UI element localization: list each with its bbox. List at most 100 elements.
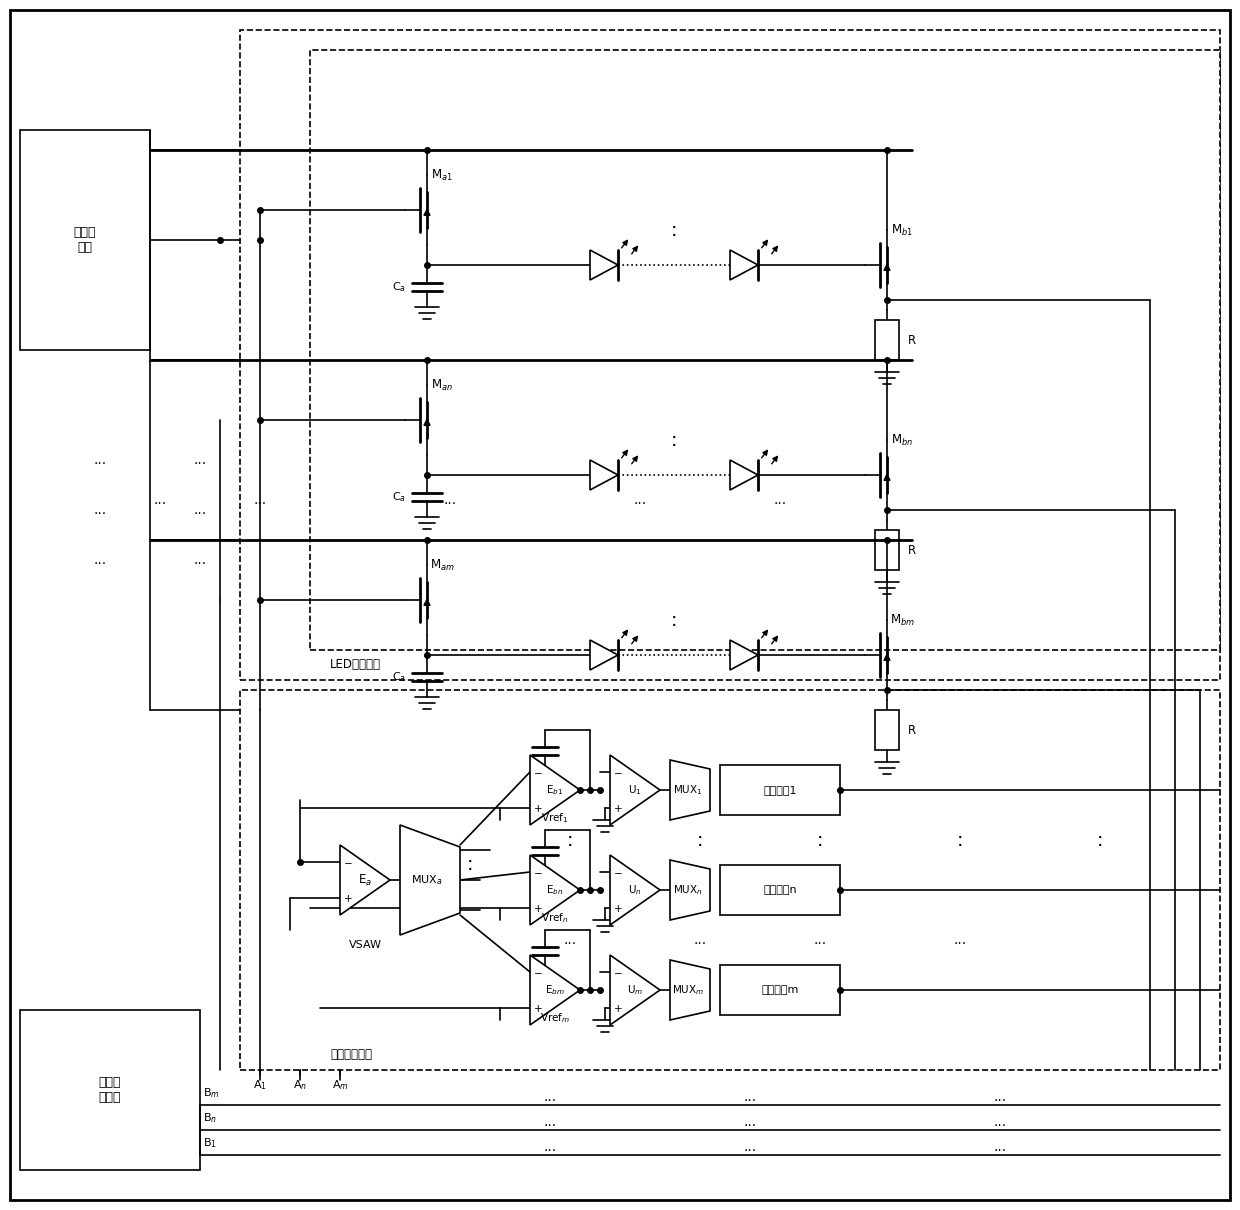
Polygon shape	[590, 640, 618, 670]
Bar	[875, 319, 899, 361]
Text: ...: ...	[93, 453, 107, 467]
Text: MUX$_1$: MUX$_1$	[673, 783, 703, 797]
Polygon shape	[610, 755, 660, 825]
Text: E$_{bm}$: E$_{bm}$	[546, 983, 565, 997]
Text: :: :	[567, 830, 573, 849]
Polygon shape	[529, 955, 580, 1025]
Text: $+$: $+$	[533, 1003, 543, 1014]
Text: $-$: $-$	[614, 967, 622, 976]
Text: ...: ...	[193, 553, 207, 567]
Text: ...: ...	[93, 503, 107, 517]
Text: M$_{an}$: M$_{an}$	[432, 378, 453, 392]
Polygon shape	[340, 845, 391, 915]
Text: C$_a$: C$_a$	[392, 280, 405, 294]
Text: ...: ...	[543, 1114, 557, 1129]
Text: 采样芯片1: 采样芯片1	[764, 785, 797, 795]
Text: E$_{b1}$: E$_{b1}$	[547, 783, 564, 797]
Text: ...: ...	[543, 1090, 557, 1104]
Text: $+$: $+$	[614, 903, 622, 914]
Polygon shape	[610, 855, 660, 924]
Text: $+$: $+$	[614, 1003, 622, 1014]
Text: :: :	[671, 611, 677, 629]
Text: ...: ...	[154, 492, 166, 507]
Text: $-$: $-$	[533, 967, 543, 976]
Polygon shape	[670, 760, 711, 820]
Text: ...: ...	[993, 1090, 1007, 1104]
Text: A$_1$: A$_1$	[253, 1078, 267, 1091]
Text: $-$: $-$	[614, 868, 622, 877]
Text: M$_{a1}$: M$_{a1}$	[432, 167, 453, 183]
Text: ...: ...	[253, 492, 267, 507]
Text: U$_1$: U$_1$	[629, 783, 642, 797]
Text: :: :	[817, 830, 823, 849]
Text: 采样芯片n: 采样芯片n	[763, 885, 797, 895]
Text: ...: ...	[193, 503, 207, 517]
Text: :: :	[671, 220, 677, 240]
Text: ...: ...	[744, 1140, 756, 1154]
Text: ...: ...	[774, 492, 786, 507]
Polygon shape	[730, 460, 758, 490]
Text: ...: ...	[813, 933, 827, 947]
Polygon shape	[529, 755, 580, 825]
Text: Vref$_n$: Vref$_n$	[541, 911, 569, 924]
Text: ...: ...	[744, 1114, 756, 1129]
Text: MUX$_n$: MUX$_n$	[673, 883, 703, 897]
Polygon shape	[670, 960, 711, 1020]
Text: ...: ...	[563, 933, 577, 947]
Text: ...: ...	[993, 1140, 1007, 1154]
Text: A$_n$: A$_n$	[293, 1078, 308, 1091]
Text: U$_n$: U$_n$	[629, 883, 642, 897]
Text: ...: ...	[634, 492, 646, 507]
Text: MUX$_a$: MUX$_a$	[412, 874, 443, 887]
Bar	[720, 765, 839, 816]
Text: :: :	[957, 830, 963, 849]
Text: :: :	[466, 855, 474, 875]
Text: Vref$_m$: Vref$_m$	[539, 1012, 570, 1025]
Text: :: :	[671, 431, 677, 449]
Text: $-$: $-$	[533, 868, 543, 877]
Text: $+$: $+$	[614, 802, 622, 813]
Polygon shape	[529, 855, 580, 924]
Text: Vref$_1$: Vref$_1$	[541, 811, 569, 825]
Bar	[720, 966, 839, 1015]
Bar	[241, 30, 1220, 680]
Text: $-$: $-$	[614, 767, 622, 777]
Polygon shape	[610, 955, 660, 1025]
Polygon shape	[401, 825, 460, 935]
Text: $-$: $-$	[533, 767, 543, 777]
Text: ...: ...	[444, 492, 456, 507]
Text: MUX$_m$: MUX$_m$	[672, 983, 704, 997]
Text: ...: ...	[954, 933, 966, 947]
Text: $+$: $+$	[533, 802, 543, 813]
Polygon shape	[590, 460, 618, 490]
Text: ...: ...	[193, 453, 207, 467]
Polygon shape	[730, 250, 758, 280]
Text: E$_a$: E$_a$	[358, 872, 372, 888]
Bar	[310, 50, 1220, 650]
Text: A$_m$: A$_m$	[331, 1078, 348, 1091]
Text: B$_m$: B$_m$	[203, 1087, 219, 1100]
Text: M$_{am}$: M$_{am}$	[429, 558, 454, 572]
Text: ...: ...	[543, 1140, 557, 1154]
Bar	[20, 1010, 200, 1170]
Text: $-$: $-$	[343, 857, 353, 868]
Text: ...: ...	[744, 1090, 756, 1104]
Text: 调光控
制单元: 调光控 制单元	[99, 1076, 122, 1104]
Bar	[20, 129, 150, 350]
Text: C$_a$: C$_a$	[392, 670, 405, 684]
Text: C$_a$: C$_a$	[392, 490, 405, 503]
Bar	[720, 865, 839, 915]
Bar	[241, 690, 1220, 1070]
Text: B$_n$: B$_n$	[203, 1111, 217, 1125]
Text: ...: ...	[693, 933, 707, 947]
Text: $+$: $+$	[343, 893, 353, 904]
Text: R: R	[908, 334, 916, 346]
Text: 反馈控制单元: 反馈控制单元	[330, 1049, 372, 1061]
Text: M$_{b1}$: M$_{b1}$	[892, 223, 913, 237]
Text: U$_m$: U$_m$	[627, 983, 644, 997]
Text: M$_{bn}$: M$_{bn}$	[890, 432, 913, 448]
Text: ...: ...	[93, 553, 107, 567]
Polygon shape	[590, 250, 618, 280]
Text: :: :	[697, 830, 703, 849]
Text: E$_{bn}$: E$_{bn}$	[547, 883, 564, 897]
